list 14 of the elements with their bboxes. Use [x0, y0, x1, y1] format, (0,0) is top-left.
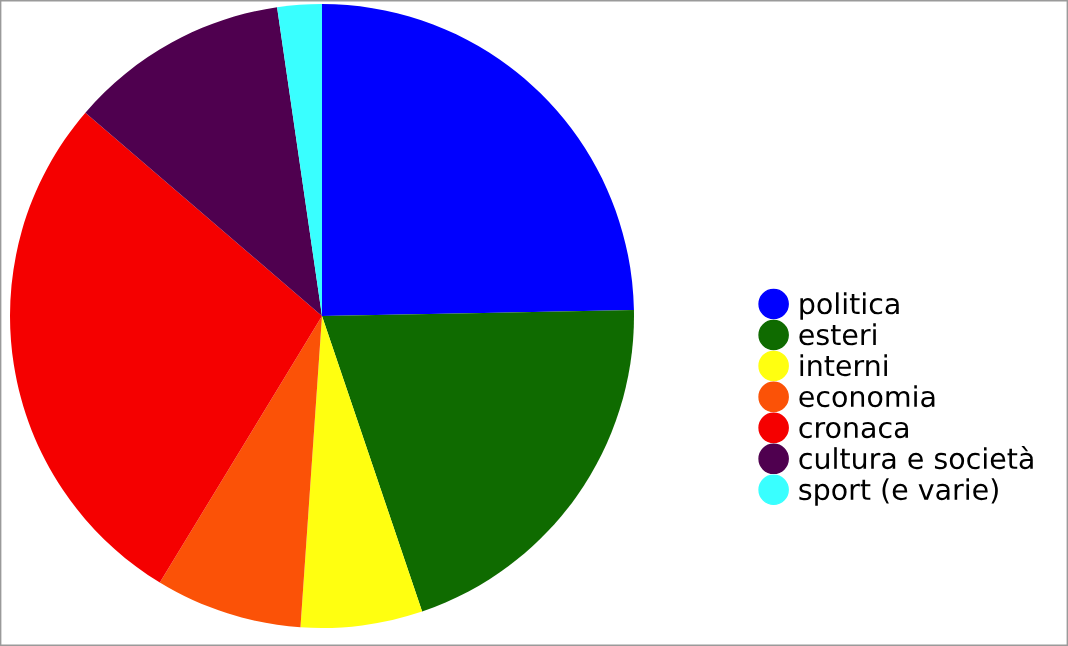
legend-label: cultura e società	[799, 446, 1033, 470]
legend-label: cronaca	[799, 421, 908, 439]
pie-slice	[300, 316, 423, 628]
legend-label: sport (e varie)	[799, 478, 998, 506]
legend-label: economia	[799, 385, 935, 408]
legend-label: politica	[800, 292, 899, 320]
pie-slice	[159, 316, 322, 628]
pie-slice	[277, 4, 322, 316]
legend-label: interni	[800, 354, 887, 377]
pie-slice	[10, 112, 322, 583]
pie-slice	[322, 4, 634, 316]
pie-slice	[85, 7, 322, 316]
pie-slice	[322, 310, 634, 612]
legend-label: esteri	[799, 323, 876, 346]
